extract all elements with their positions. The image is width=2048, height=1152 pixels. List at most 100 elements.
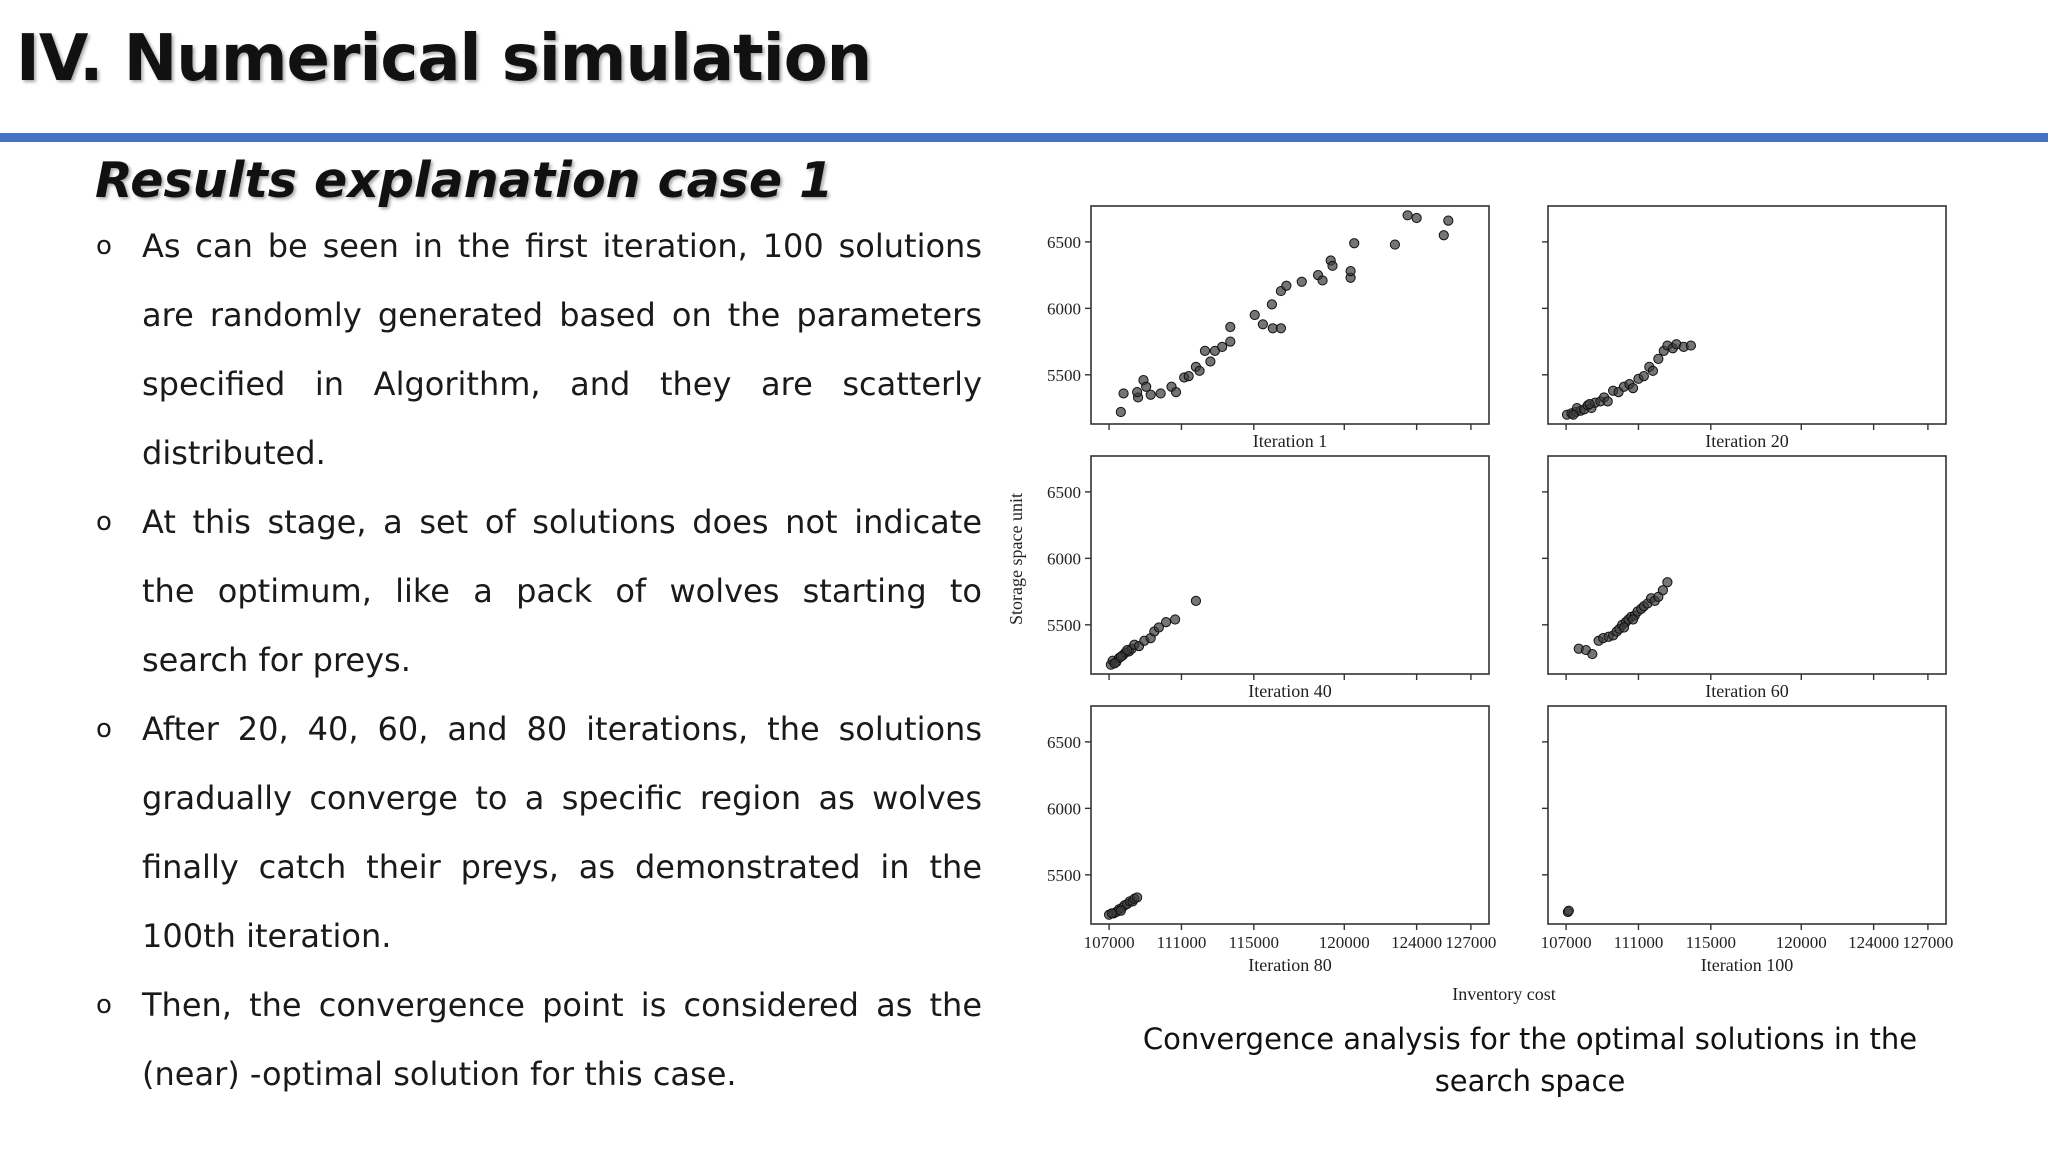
data-point — [1205, 356, 1216, 367]
data-point — [1568, 409, 1579, 420]
data-point — [1657, 585, 1668, 596]
data-point — [1618, 622, 1630, 633]
data-point — [1349, 238, 1360, 249]
panel-frame — [1090, 455, 1490, 675]
bullet-marker: o — [96, 990, 112, 1020]
bullet-item: o After 20, 40, 60, and 80 iterations, th… — [92, 695, 982, 971]
x-tick-label: 107000 — [1541, 933, 1592, 952]
data-point — [1194, 365, 1205, 376]
data-point — [1685, 340, 1697, 351]
y-axis-title: Storage space unit — [1006, 493, 1026, 625]
x-tick-label: 127000 — [1445, 933, 1496, 952]
data-point — [1118, 388, 1129, 399]
data-point — [1275, 323, 1287, 334]
y-tick-label: 5500 — [1047, 616, 1081, 635]
data-point — [1145, 389, 1156, 400]
panel-frame — [1090, 705, 1490, 925]
bullet-text: As can be seen in the first iteration, 1… — [142, 227, 982, 472]
data-point — [1199, 345, 1211, 356]
data-point — [1190, 595, 1202, 606]
data-point — [1160, 617, 1172, 628]
x-tick-label: 115000 — [1686, 933, 1736, 952]
bullet-text: After 20, 40, 60, and 80 iterations, the… — [142, 710, 982, 955]
data-point — [1122, 644, 1133, 656]
x-tick-label: 127000 — [1902, 933, 1953, 952]
bullet-item: o At this stage, a set of solutions does … — [92, 488, 982, 695]
data-point — [1389, 239, 1401, 250]
data-point — [1402, 210, 1413, 221]
convergence-scatter-chart: 5500 6000 6500 Iteration 1 Iteration 20 5500 6… — [1006, 205, 1953, 1004]
data-point — [1327, 260, 1338, 271]
panel-label: Iteration 1 — [1253, 431, 1327, 451]
x-tick-label: 111000 — [1157, 933, 1207, 952]
x-tick-label: 120000 — [1776, 933, 1827, 952]
data-point — [1345, 266, 1356, 277]
data-point — [1132, 386, 1143, 398]
data-point — [1438, 230, 1449, 241]
y-tick-label: 6500 — [1047, 233, 1081, 252]
data-point — [1155, 388, 1166, 399]
bullet-list: o As can be seen in the first iteration, … — [92, 212, 982, 1109]
panel-label: Iteration 100 — [1701, 955, 1793, 975]
panel-label: Iteration 20 — [1705, 431, 1788, 451]
data-point — [1106, 908, 1117, 919]
y-tick-label: 6000 — [1047, 799, 1081, 818]
data-point — [1563, 905, 1574, 916]
panel-label: Iteration 60 — [1705, 681, 1788, 701]
title-divider — [0, 133, 2048, 142]
data-point — [1132, 892, 1143, 903]
data-point — [1296, 276, 1307, 287]
bullet-text: At this stage, a set of solutions does n… — [142, 503, 982, 679]
data-point — [1602, 396, 1613, 407]
y-tick-label: 5500 — [1047, 366, 1081, 385]
data-point — [1217, 341, 1228, 353]
bullet-marker: o — [96, 507, 112, 537]
y-tick-label: 6000 — [1047, 549, 1081, 568]
data-point — [1257, 319, 1268, 330]
data-point — [1115, 406, 1126, 418]
data-point — [1627, 614, 1639, 625]
data-point — [1115, 905, 1126, 916]
y-tick-label: 5500 — [1047, 866, 1081, 885]
data-point — [1266, 299, 1278, 310]
y-tick-label: 6000 — [1047, 299, 1081, 318]
bullet-marker: o — [96, 231, 112, 261]
data-point — [1653, 353, 1664, 364]
x-axis-title: Inventory cost — [1452, 984, 1555, 1004]
data-point — [1170, 614, 1181, 625]
x-tick-label: 111000 — [1614, 933, 1664, 952]
data-point — [1183, 371, 1194, 382]
x-tick-label: 124000 — [1391, 933, 1442, 952]
bullet-text: Then, the convergence point is considere… — [142, 986, 982, 1093]
x-tick-label: 120000 — [1319, 933, 1370, 952]
data-point — [1225, 321, 1236, 333]
data-point — [1647, 365, 1659, 376]
data-point — [1153, 622, 1164, 633]
panel-frame — [1547, 705, 1947, 925]
data-point — [1225, 336, 1236, 347]
data-point — [1627, 383, 1639, 394]
data-point — [1662, 577, 1673, 588]
data-point — [1141, 381, 1152, 392]
y-tick-label: 6500 — [1047, 483, 1081, 502]
bullet-marker: o — [96, 714, 112, 744]
data-point — [1249, 309, 1260, 321]
data-point — [1411, 212, 1422, 224]
data-point — [1281, 280, 1292, 291]
panel-label: Iteration 40 — [1248, 681, 1331, 701]
bullet-item: o As can be seen in the first iteration, … — [92, 212, 982, 488]
x-tick-label: 115000 — [1229, 933, 1279, 952]
data-point — [1443, 215, 1454, 226]
x-tick-label: 124000 — [1848, 933, 1899, 952]
panel-frame — [1090, 205, 1490, 425]
data-point — [1587, 648, 1598, 660]
data-point — [1109, 658, 1120, 669]
data-point — [1170, 386, 1182, 398]
data-point — [1317, 275, 1328, 286]
data-point — [1584, 398, 1595, 410]
y-tick-label: 6500 — [1047, 733, 1081, 752]
bullet-item: o Then, the convergence point is consider… — [92, 971, 982, 1109]
chart-caption: Convergence analysis for the optimal sol… — [1142, 1022, 1918, 1098]
panel-label: Iteration 80 — [1248, 955, 1331, 975]
slide-subtitle: Results explanation case 1 — [95, 152, 834, 209]
